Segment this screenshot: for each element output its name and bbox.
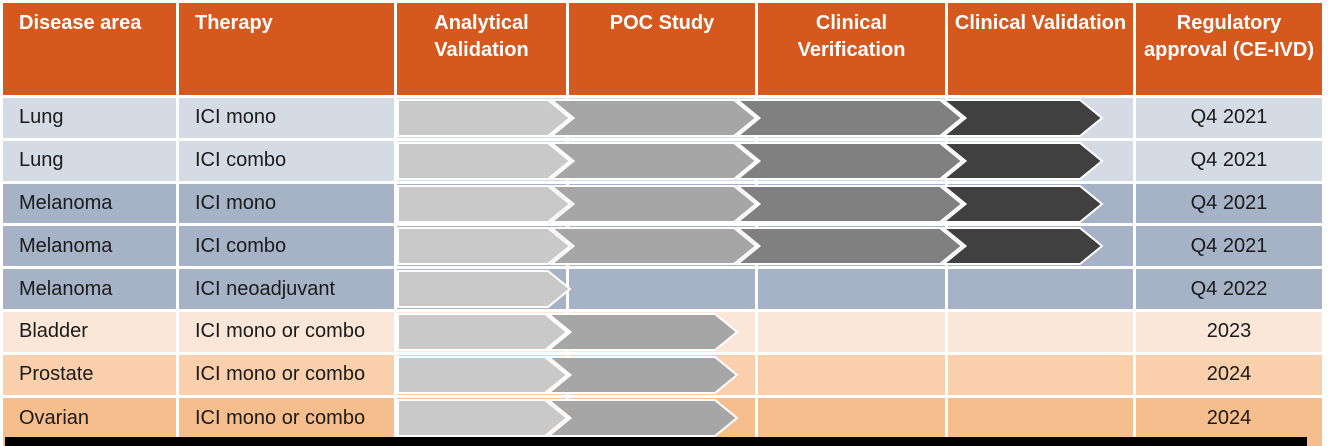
therapy-cell: ICI mono (179, 183, 394, 224)
progress-arrows (397, 99, 1104, 137)
stage-arrow-segment (397, 184, 572, 223)
disease-area-cell: Lung (3, 140, 176, 181)
stage-arrow-segment (734, 227, 964, 266)
stage-arrow-segment (940, 141, 1104, 180)
stage-arrow-segment (397, 227, 572, 266)
column-header-therapy: Therapy (179, 3, 394, 95)
approval-cell: Q4 2022 (1136, 269, 1322, 309)
therapy-cell: ICI mono or combo (179, 311, 394, 352)
stage-arrow-segment (397, 355, 569, 394)
progress-arrows (397, 313, 739, 351)
stage-cell-verification (758, 354, 945, 395)
stage-arrow-segment (940, 99, 1104, 137)
stage-arrow-segment (548, 99, 758, 137)
approval-cell: Q4 2021 (1136, 98, 1322, 138)
therapy-cell: ICI neoadjuvant (179, 269, 394, 309)
stage-cell-validation (948, 269, 1133, 309)
stage-cell-verification (758, 269, 945, 309)
stage-arrow-segment (545, 355, 739, 394)
stage-cell-validation (948, 311, 1133, 352)
stage-arrow-segment (545, 313, 739, 351)
disease-area-cell: Melanoma (3, 226, 176, 267)
therapy-cell: ICI mono or combo (179, 354, 394, 395)
bottom-border-bar (5, 437, 1307, 446)
stage-arrow-segment (397, 270, 572, 309)
progress-arrows (397, 270, 572, 309)
progress-arrows (397, 227, 1104, 266)
progress-arrows (397, 184, 1104, 223)
approval-cell: 2024 (1136, 354, 1322, 395)
column-header-clinical-validation: Clinical Validation (948, 3, 1133, 95)
stage-arrow-segment (397, 313, 569, 351)
stage-arrow-segment (397, 99, 572, 137)
therapy-cell: ICI combo (179, 226, 394, 267)
approval-cell: Q4 2021 (1136, 140, 1322, 181)
stage-arrow-segment (548, 141, 758, 180)
stage-arrow-segment (548, 184, 758, 223)
column-header-poc-study: POC Study (569, 3, 755, 95)
progress-arrows (397, 398, 739, 437)
column-header-regulatory-approval: Regulatory approval (CE-IVD) (1136, 3, 1322, 95)
progress-arrows (397, 141, 1104, 180)
stage-cell-validation (948, 354, 1133, 395)
approval-cell: Q4 2021 (1136, 226, 1322, 267)
stage-arrow-segment (397, 398, 569, 437)
disease-area-cell: Melanoma (3, 183, 176, 224)
therapy-cell: ICI mono (179, 98, 394, 138)
column-header-analytical-validation: Analytical Validation (397, 3, 566, 95)
stage-arrow-segment (734, 141, 964, 180)
stage-arrow-segment (734, 184, 964, 223)
disease-area-cell: Prostate (3, 354, 176, 395)
column-header-clinical-verification: Clinical Verification (758, 3, 945, 95)
stage-cell-verification (758, 311, 945, 352)
column-header-disease-area: Disease area (3, 3, 176, 95)
stage-arrow-segment (940, 227, 1104, 266)
approval-cell: 2023 (1136, 311, 1322, 352)
approval-cell: Q4 2021 (1136, 183, 1322, 224)
therapy-cell: ICI combo (179, 140, 394, 181)
disease-area-cell: Bladder (3, 311, 176, 352)
stage-arrow-segment (397, 141, 572, 180)
stage-arrow-segment (734, 99, 964, 137)
stage-arrow-segment (940, 184, 1104, 223)
stage-arrow-segment (545, 398, 739, 437)
disease-area-cell: Lung (3, 98, 176, 138)
stage-cell-poc (569, 269, 755, 309)
stage-arrow-segment (548, 227, 758, 266)
progress-arrows (397, 355, 739, 394)
disease-area-cell: Melanoma (3, 269, 176, 309)
